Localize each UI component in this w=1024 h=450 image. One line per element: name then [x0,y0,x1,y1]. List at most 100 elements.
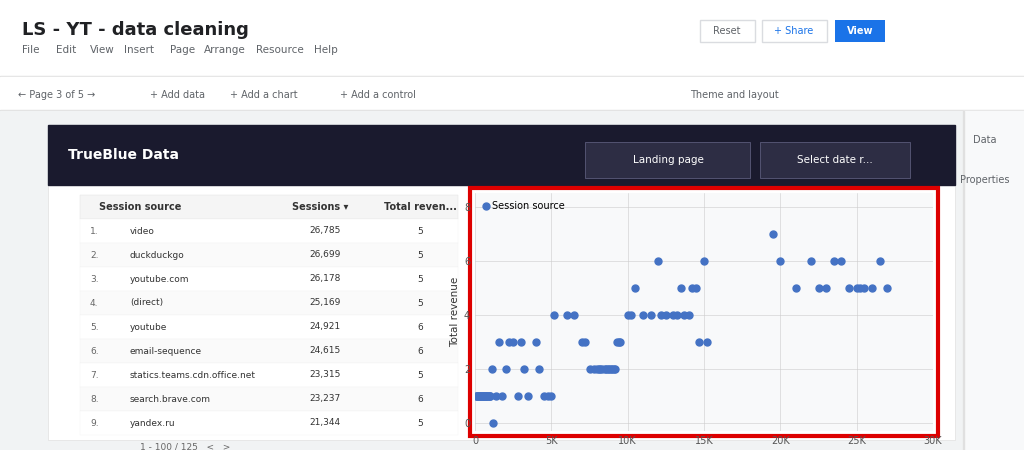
Bar [700,20,755,42]
Bar [80,195,458,219]
Session source [825,257,842,264]
Session source [620,311,636,318]
Session source [582,365,598,373]
Text: View: View [90,45,115,55]
Session source [471,392,487,400]
Session source [477,392,494,400]
Bar [760,142,910,178]
Session source [477,392,494,400]
Text: 3.: 3. [90,274,98,284]
Session source [765,230,781,237]
Text: 6: 6 [417,323,423,332]
Session source [566,311,583,318]
Text: Theme and layout: Theme and layout [690,90,778,100]
Text: video: video [130,226,155,235]
Text: + Share: + Share [774,26,814,36]
Bar [80,243,458,267]
Session source [530,365,547,373]
Bar [762,20,827,42]
Session source [468,392,484,400]
Session source [468,392,484,400]
Session source [627,284,643,291]
Session source [612,338,629,345]
Session source [871,257,888,264]
Session source [834,257,850,264]
Session source [604,365,621,373]
Text: email-sequence: email-sequence [130,346,202,356]
Text: Arrange: Arrange [204,45,246,55]
Text: 4.: 4. [90,298,98,307]
Session source [642,311,658,318]
Text: 5.: 5. [90,323,98,332]
Text: Session source: Session source [98,202,181,212]
Text: Sessions ▾: Sessions ▾ [292,202,348,212]
Text: 26,785: 26,785 [309,226,341,235]
Text: File: File [22,45,40,55]
Text: + Add a control: + Add a control [340,90,416,100]
Text: yandex.ru: yandex.ru [130,418,176,427]
Session source [501,338,517,345]
Session source [787,284,804,291]
Session source [852,284,868,291]
Session source [598,365,614,373]
Text: 6.: 6. [90,346,98,356]
Session source [591,365,607,373]
Bar [0,110,1024,111]
Bar [80,315,458,339]
Text: Data: Data [973,135,996,145]
Session source [475,392,492,400]
Session source [592,365,608,373]
Bar [80,339,458,363]
Session source [540,392,556,400]
Session source [810,284,826,291]
Session source [473,392,489,400]
Session source [476,392,493,400]
Text: Edit: Edit [56,45,76,55]
Session source [513,338,529,345]
Text: 5: 5 [417,226,423,235]
Bar [80,267,458,291]
Bar [80,291,458,315]
Bar [0,77,1024,110]
Session source [609,338,626,345]
Text: 5: 5 [417,418,423,427]
Text: + Add data: + Add data [150,90,205,100]
Session source [818,284,835,291]
Text: Reset: Reset [714,26,740,36]
Session source [772,257,788,264]
Session source [681,311,697,318]
Session source [488,392,505,400]
Session source [589,365,605,373]
Session source [474,392,490,400]
Bar [0,111,1024,450]
Text: Resource: Resource [256,45,304,55]
Text: 25,169: 25,169 [309,298,341,307]
Text: ← Page 3 of 5 →: ← Page 3 of 5 → [18,90,95,100]
Session source [480,392,497,400]
Bar [80,363,458,387]
Session source [474,392,490,400]
Text: Help: Help [314,45,338,55]
Bar [835,20,885,42]
Session source [516,365,532,373]
Text: duckduckgo: duckduckgo [130,251,184,260]
Session source [635,311,651,318]
Session source [482,392,499,400]
Bar [0,0,1024,76]
Text: 21,344: 21,344 [309,418,341,427]
Session source [698,338,715,345]
Text: View: View [847,26,873,36]
Session source [594,365,610,373]
Session source [863,284,880,291]
Session source [879,284,895,291]
Text: 26,178: 26,178 [309,274,341,284]
Text: 5: 5 [417,274,423,284]
Text: 5: 5 [417,370,423,379]
Session source [849,284,865,291]
Text: Page: Page [170,45,196,55]
Text: Total reven...: Total reven... [384,202,457,212]
Session source [543,392,559,400]
Session source [510,392,526,400]
Session source [469,392,485,400]
Text: 7.: 7. [90,370,98,379]
